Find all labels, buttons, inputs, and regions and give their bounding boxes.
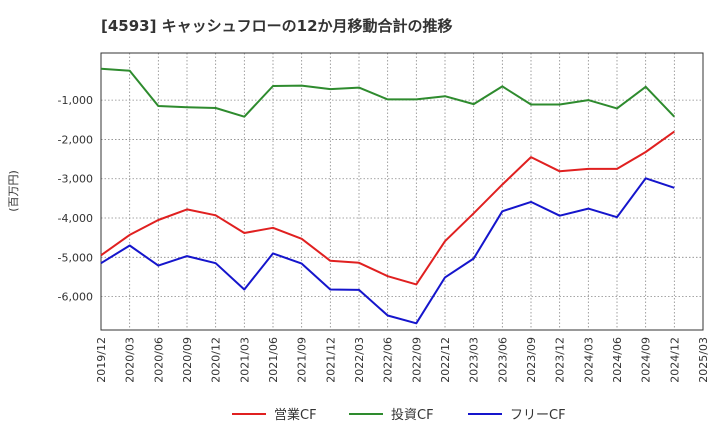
legend-label: 投資CF (391, 407, 434, 423)
series-line-投資CF (100, 67, 676, 118)
chart-title: [4593] キャッシュフローの12か月移動合計の推移 (101, 17, 453, 35)
x-tick-label: 2020/09 (181, 337, 194, 383)
x-tick-label: 2019/12 (95, 337, 108, 383)
series-line-フリーCF (100, 177, 675, 325)
x-tick-label: 2020/12 (210, 337, 223, 383)
x-tick-label: 2022/03 (353, 337, 366, 383)
x-axis: 2019/12 2020/03 2020/06 2020/09 2020/12 2021/… (95, 337, 710, 383)
y-tick-label: -3,000 (58, 173, 93, 186)
x-tick-label: 2023/12 (554, 337, 567, 383)
legend-label: 営業CF (274, 407, 317, 423)
grid (100, 53, 704, 330)
x-tick-label: 2022/12 (439, 337, 452, 383)
x-tick-label: 2022/06 (382, 337, 395, 383)
x-tick-label: 2022/09 (410, 337, 423, 383)
y-tick-label: -4,000 (58, 212, 93, 225)
series-line-営業CF (100, 130, 675, 286)
x-tick-label: 2023/06 (496, 337, 509, 383)
y-tick-label: -6,000 (58, 291, 93, 304)
x-tick-label: 2024/06 (611, 337, 624, 383)
y-axis-label: (百万円) (7, 170, 20, 212)
x-tick-label: 2020/03 (124, 337, 137, 383)
x-tick-label: 2021/06 (267, 337, 280, 383)
x-tick-label: 2021/03 (238, 337, 251, 383)
x-tick-label: 2023/09 (525, 337, 538, 383)
x-tick-label: 2023/03 (468, 337, 481, 383)
x-tick-label: 2021/12 (324, 337, 337, 383)
y-tick-label: -1,000 (58, 94, 93, 107)
x-tick-label: 2024/12 (668, 337, 681, 383)
x-tick-label: 2025/03 (697, 337, 710, 383)
y-tick-label: -5,000 (58, 251, 93, 264)
legend-label: フリーCF (510, 408, 566, 423)
legend: 営業CF 投資CF フリーCF (232, 407, 566, 423)
series-lines (100, 67, 676, 325)
y-tick-label: -2,000 (58, 133, 93, 146)
y-axis: -1,000 -2,000 -3,000 -4,000 -5,000 -6,000 (58, 94, 93, 303)
x-tick-label: 2024/03 (582, 337, 595, 383)
x-tick-label: 2021/09 (296, 337, 309, 383)
plot-frame (100, 52, 704, 331)
x-tick-label: 2024/09 (640, 337, 653, 383)
x-tick-label: 2020/06 (152, 337, 165, 383)
